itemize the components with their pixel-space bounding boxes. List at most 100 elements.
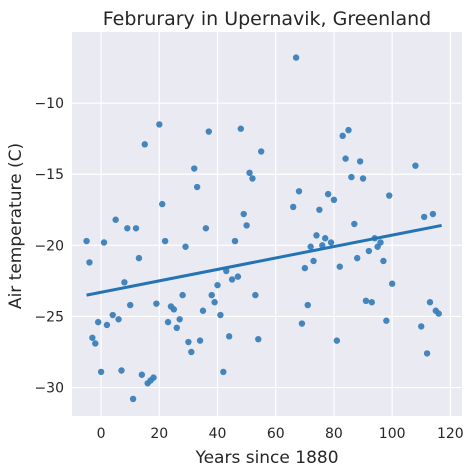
data-point	[255, 336, 262, 343]
data-point	[115, 316, 122, 323]
data-point	[191, 165, 198, 172]
data-point	[121, 279, 128, 286]
data-point	[150, 374, 157, 381]
data-point	[365, 247, 373, 255]
data-point	[412, 162, 419, 169]
data-point	[179, 291, 186, 299]
data-point	[182, 243, 189, 250]
data-point	[324, 190, 332, 198]
x-tick-label: 80	[325, 426, 343, 442]
y-axis-label: Air temperature (C)	[6, 143, 26, 309]
data-point	[188, 348, 195, 356]
data-point	[161, 237, 169, 245]
data-point	[109, 311, 116, 319]
data-point	[249, 175, 256, 182]
data-point	[345, 126, 352, 134]
data-point	[132, 225, 140, 232]
data-point	[205, 128, 212, 135]
y-tick-label: −15	[34, 167, 64, 183]
data-point	[196, 337, 204, 344]
data-point	[380, 257, 387, 265]
x-tick-label: 40	[209, 426, 227, 442]
data-point	[377, 239, 384, 246]
data-point	[435, 310, 442, 317]
y-tick-label: −20	[34, 238, 64, 254]
data-point	[252, 291, 259, 299]
tick-labels: 0 20 40 60 80 100 120 −30 −25 −20 −15 −10	[34, 96, 463, 442]
data-point	[89, 334, 96, 341]
data-point	[170, 306, 178, 313]
chart-title: Februrary in Upernavik, Greenland	[103, 8, 431, 30]
data-point	[295, 188, 303, 195]
data-point	[304, 301, 311, 309]
data-point	[86, 259, 93, 266]
x-tick-label: 100	[379, 426, 406, 442]
data-point	[237, 125, 245, 132]
data-point	[362, 297, 370, 304]
data-point	[83, 237, 90, 245]
x-axis-label: Years since 1880	[194, 448, 338, 468]
data-point	[330, 196, 338, 204]
data-point	[289, 203, 297, 211]
data-point	[185, 338, 192, 346]
data-point	[292, 54, 300, 61]
data-point	[100, 239, 108, 246]
data-point	[368, 299, 375, 306]
data-point	[310, 257, 317, 265]
data-point	[231, 237, 239, 245]
data-point	[243, 222, 250, 229]
data-point	[418, 323, 425, 330]
data-point	[225, 333, 233, 340]
data-point	[92, 340, 99, 347]
data-point	[423, 350, 431, 357]
data-point	[138, 371, 146, 378]
data-point	[319, 242, 326, 249]
data-point	[217, 311, 224, 319]
data-point	[156, 121, 163, 128]
data-point	[103, 321, 111, 329]
data-point	[327, 239, 335, 246]
data-point	[313, 232, 320, 239]
data-point	[339, 132, 346, 140]
data-point	[354, 254, 361, 262]
data-point	[356, 158, 364, 165]
data-point	[112, 216, 119, 223]
data-point	[173, 324, 180, 332]
y-tick-label: −30	[34, 381, 64, 397]
data-point	[316, 206, 323, 213]
data-point	[246, 169, 253, 176]
data-point	[199, 307, 207, 314]
data-point	[94, 318, 102, 326]
grid-lines	[72, 32, 462, 416]
x-tick-label: 0	[97, 426, 106, 442]
data-point	[429, 210, 437, 218]
data-point	[127, 301, 134, 309]
data-point	[129, 395, 137, 403]
x-tick-label: 20	[150, 426, 168, 442]
data-point	[214, 281, 221, 289]
data-point	[159, 200, 166, 208]
data-point	[228, 276, 236, 283]
data-point	[388, 280, 396, 287]
data-point	[141, 141, 148, 148]
data-point	[333, 337, 341, 344]
data-point	[298, 320, 306, 327]
data-point	[240, 210, 247, 218]
data-point	[420, 213, 428, 221]
data-point	[359, 175, 367, 182]
trend-line	[86, 223, 442, 297]
data-point	[348, 173, 355, 181]
data-point	[220, 368, 227, 376]
data-point	[118, 367, 125, 374]
data-point	[211, 299, 218, 306]
data-point	[176, 316, 183, 323]
data-point	[164, 318, 172, 326]
data-point	[208, 291, 215, 299]
data-point	[153, 300, 160, 307]
data-point	[336, 263, 343, 270]
x-tick-label: 60	[267, 426, 285, 442]
data-point	[97, 368, 105, 376]
data-points	[83, 54, 442, 403]
data-point	[124, 225, 131, 232]
